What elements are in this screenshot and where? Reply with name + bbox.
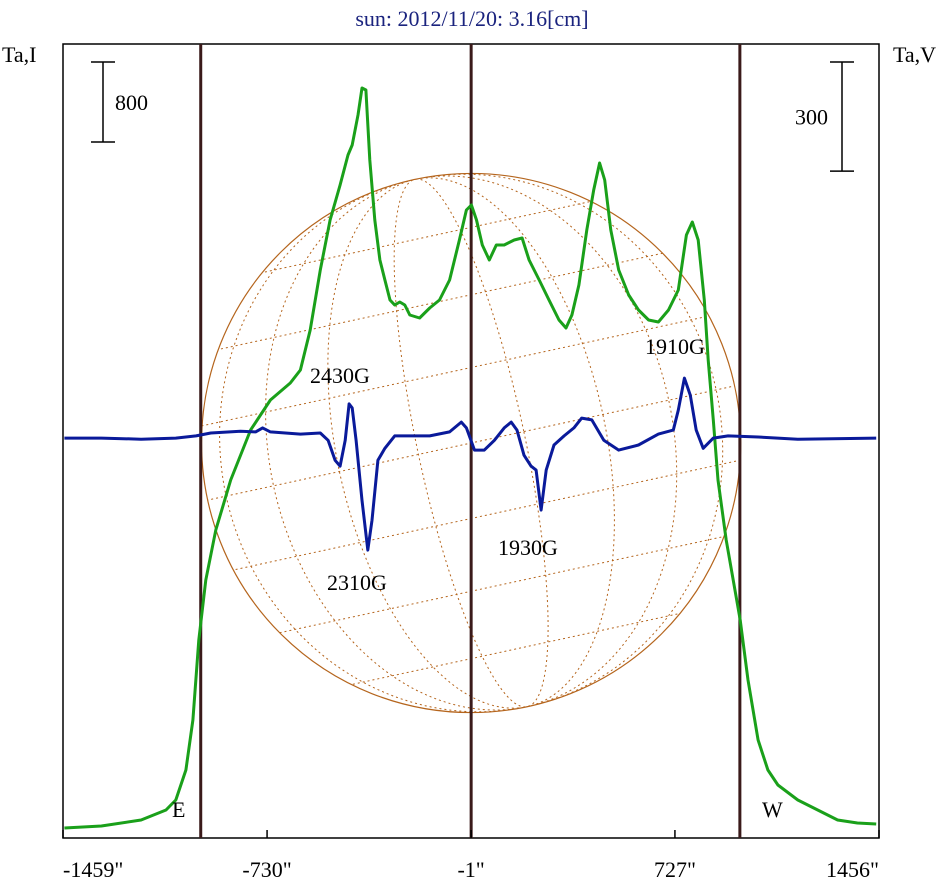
x-tick-label: -1" — [457, 857, 484, 882]
x-tick-label: 727" — [654, 857, 696, 882]
annotation: 1930G — [498, 535, 558, 560]
x-tick-label: 1456" — [826, 857, 879, 882]
data-line — [64, 376, 877, 552]
y2-axis-label: Ta,V — [893, 42, 936, 67]
x-tick-label: -1459" — [63, 857, 123, 882]
annotation: 2310G — [327, 570, 387, 595]
annotation: 2430G — [310, 363, 370, 388]
annotation: E — [172, 797, 185, 822]
x-tick-label: -730" — [242, 857, 291, 882]
y-axis-label: Ta,I — [2, 42, 37, 67]
annotation: 1910G — [645, 334, 705, 359]
annotation: W — [762, 797, 783, 822]
scale-label: 300 — [795, 105, 828, 130]
scale-label: 800 — [115, 90, 148, 115]
meridian — [393, 178, 549, 708]
data-line — [64, 86, 877, 830]
chart-title: sun: 2012/11/20: 3.16[cm] — [355, 6, 588, 31]
